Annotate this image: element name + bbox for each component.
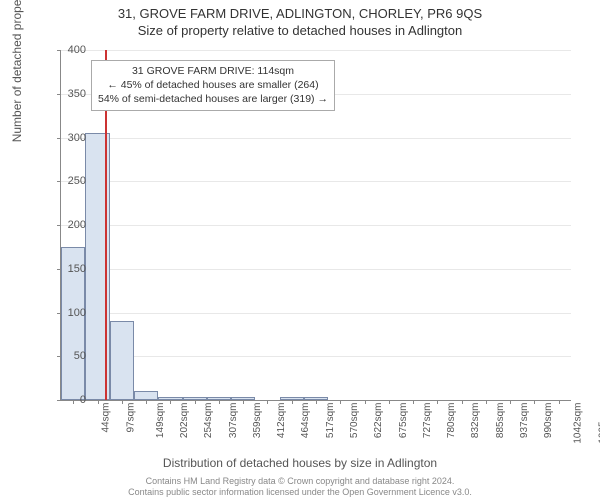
footer-line-2: Contains public sector information licen… bbox=[0, 487, 600, 498]
x-axis-label: Distribution of detached houses by size … bbox=[0, 456, 600, 470]
ytick-label: 400 bbox=[46, 44, 86, 56]
xtick-mark bbox=[462, 400, 463, 404]
annotation-line-3: 54% of semi-detached houses are larger (… bbox=[98, 92, 328, 106]
ytick-label: 200 bbox=[46, 219, 86, 231]
xtick-mark bbox=[146, 400, 147, 404]
xtick-mark bbox=[292, 400, 293, 404]
ytick-label: 100 bbox=[46, 307, 86, 319]
xtick-label: 307sqm bbox=[228, 403, 239, 439]
histogram-bar bbox=[110, 321, 135, 400]
xtick-label: 885sqm bbox=[495, 403, 506, 439]
xtick-mark bbox=[413, 400, 414, 404]
xtick-label: 1042sqm bbox=[573, 403, 584, 444]
xtick-label: 517sqm bbox=[325, 403, 336, 439]
xtick-label: 990sqm bbox=[544, 403, 555, 439]
ytick-label: 350 bbox=[46, 88, 86, 100]
xtick-label: 44sqm bbox=[101, 403, 112, 433]
chart-subtitle: Size of property relative to detached ho… bbox=[0, 21, 600, 38]
gridline bbox=[61, 50, 571, 51]
xtick-label: 412sqm bbox=[276, 403, 287, 439]
xtick-mark bbox=[316, 400, 317, 404]
gridline bbox=[61, 356, 571, 357]
gridline bbox=[61, 138, 571, 139]
xtick-mark bbox=[389, 400, 390, 404]
xtick-mark bbox=[486, 400, 487, 404]
xtick-label: 675sqm bbox=[398, 403, 409, 439]
chart-title: 31, GROVE FARM DRIVE, ADLINGTON, CHORLEY… bbox=[0, 0, 600, 21]
footer-attribution: Contains HM Land Registry data © Crown c… bbox=[0, 476, 600, 499]
annotation-line-1: 31 GROVE FARM DRIVE: 114sqm bbox=[98, 64, 328, 78]
gridline bbox=[61, 313, 571, 314]
xtick-label: 149sqm bbox=[155, 403, 166, 439]
xtick-mark bbox=[219, 400, 220, 404]
annotation-box: 31 GROVE FARM DRIVE: 114sqm ← 45% of det… bbox=[91, 60, 335, 111]
ytick-label: 0 bbox=[46, 394, 86, 406]
gridline bbox=[61, 269, 571, 270]
xtick-mark bbox=[534, 400, 535, 404]
xtick-mark bbox=[170, 400, 171, 404]
xtick-mark bbox=[365, 400, 366, 404]
xtick-label: 780sqm bbox=[446, 403, 457, 439]
xtick-label: 570sqm bbox=[349, 403, 360, 439]
ytick-label: 50 bbox=[46, 350, 86, 362]
gridline bbox=[61, 181, 571, 182]
annotation-line-2: ← 45% of detached houses are smaller (26… bbox=[98, 78, 328, 92]
footer-line-1: Contains HM Land Registry data © Crown c… bbox=[0, 476, 600, 487]
xtick-label: 727sqm bbox=[422, 403, 433, 439]
xtick-mark bbox=[510, 400, 511, 404]
y-axis-label: Number of detached properties bbox=[10, 0, 24, 142]
xtick-label: 359sqm bbox=[252, 403, 263, 439]
xtick-mark bbox=[559, 400, 560, 404]
xtick-mark bbox=[243, 400, 244, 404]
histogram-bar bbox=[134, 391, 158, 400]
xtick-mark bbox=[340, 400, 341, 404]
ytick-label: 300 bbox=[46, 132, 86, 144]
ytick-label: 150 bbox=[46, 263, 86, 275]
xtick-label: 202sqm bbox=[179, 403, 190, 439]
xtick-mark bbox=[267, 400, 268, 404]
xtick-mark bbox=[122, 400, 123, 404]
xtick-label: 97sqm bbox=[125, 403, 136, 433]
xtick-mark bbox=[437, 400, 438, 404]
xtick-label: 832sqm bbox=[470, 403, 481, 439]
ytick-label: 250 bbox=[46, 175, 86, 187]
xtick-label: 937sqm bbox=[519, 403, 530, 439]
gridline bbox=[61, 225, 571, 226]
xtick-label: 254sqm bbox=[203, 403, 214, 439]
xtick-label: 622sqm bbox=[373, 403, 384, 439]
xtick-mark bbox=[195, 400, 196, 404]
chart-container: 31, GROVE FARM DRIVE, ADLINGTON, CHORLEY… bbox=[0, 0, 600, 500]
plot-area: 44sqm97sqm149sqm202sqm254sqm307sqm359sqm… bbox=[60, 50, 571, 401]
xtick-mark bbox=[98, 400, 99, 404]
xtick-label: 464sqm bbox=[300, 403, 311, 439]
